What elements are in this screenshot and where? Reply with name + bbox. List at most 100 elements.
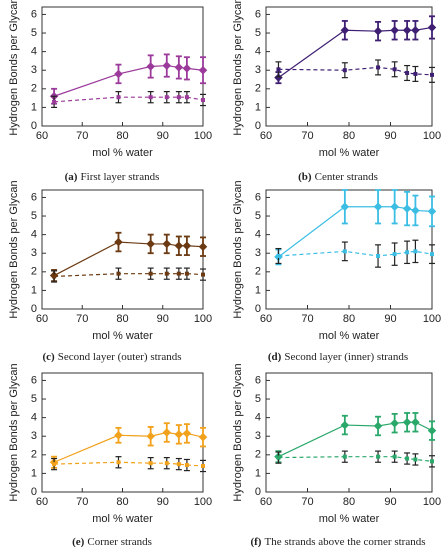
y-axis-label: Hydrogen Bonds per Glycan [8, 0, 20, 136]
series-line [53, 431, 204, 463]
x-tick-label: 100 [194, 313, 212, 325]
y-tick-label: 4 [31, 46, 37, 58]
subplot: 0 1 2 3 4 5 6 60 70 80 90 100 mol % water Hydrogen Bo… [8, 0, 212, 183]
y-tick-label: 0 [31, 486, 37, 498]
marker [390, 202, 399, 211]
y-axis-label: Hydrogen Bonds per Glycan [232, 0, 244, 136]
x-tick-label: 90 [384, 496, 396, 508]
marker [376, 254, 381, 259]
x-tick-label: 70 [301, 130, 313, 142]
marker [430, 459, 434, 464]
marker [164, 271, 169, 276]
y-tick-label: 1 [255, 284, 261, 296]
y-tick-label: 6 [31, 8, 37, 20]
marker [176, 462, 181, 467]
y-tick-label: 6 [255, 191, 261, 203]
marker [276, 455, 281, 460]
x-tick-label: 60 [36, 496, 48, 508]
y-tick-label: 4 [31, 229, 37, 241]
caption-text: Second layer (outer) strands [58, 351, 182, 363]
y-tick-label: 3 [31, 430, 37, 442]
y-tick-label: 2 [255, 266, 261, 278]
marker [276, 67, 281, 72]
y-tick-label: 4 [255, 412, 261, 424]
y-tick-label: 2 [255, 83, 261, 95]
subplot: 0 1 2 3 4 5 6 60 70 80 90 100 mol % water Hydrogen Bo… [232, 0, 441, 183]
x-tick-label: 70 [76, 313, 88, 325]
x-tick-label: 70 [76, 496, 88, 508]
x-axis-label: mol % water [92, 147, 153, 159]
x-tick-label: 80 [116, 496, 128, 508]
marker [373, 421, 383, 431]
x-tick-label: 100 [194, 130, 212, 142]
marker [52, 99, 57, 104]
y-tick-label: 6 [31, 374, 37, 386]
y-tick-label: 0 [255, 486, 261, 498]
marker [114, 237, 123, 247]
caption: (d) Second layer (inner) strands [268, 351, 408, 363]
marker [340, 25, 350, 35]
y-tick-label: 1 [255, 101, 261, 113]
x-tick-label: 70 [301, 496, 313, 508]
marker [390, 25, 399, 35]
y-tick-label: 0 [31, 303, 37, 315]
x-tick-label: 90 [384, 313, 396, 325]
caption-text: Second layer (inner) strands [284, 351, 408, 363]
caption: (b) Center strands [298, 171, 378, 183]
y-tick-label: 3 [255, 64, 261, 76]
caption-label: (b) [298, 171, 312, 183]
marker [342, 454, 347, 459]
marker [376, 454, 381, 459]
y-tick-label: 5 [255, 393, 261, 405]
y-tick-label: 4 [255, 46, 261, 58]
y-tick-label: 5 [255, 210, 261, 222]
subplot: 0 1 2 3 4 5 6 60 70 80 90 100 mol % water Hydrogen Bo… [8, 180, 212, 363]
marker [413, 249, 418, 254]
x-tick-label: 60 [36, 130, 48, 142]
marker [411, 206, 420, 215]
marker [174, 63, 184, 72]
x-tick-label: 70 [76, 130, 88, 142]
x-tick-label: 100 [423, 496, 441, 508]
marker [201, 97, 205, 102]
subplot: 0 1 2 3 4 5 6 60 70 80 90 100 mol % water Hydrogen Bo… [232, 363, 441, 547]
marker [342, 249, 347, 254]
marker [427, 23, 437, 32]
x-tick-label: 100 [194, 496, 212, 508]
x-tick-label: 90 [157, 130, 169, 142]
marker [201, 272, 205, 277]
marker [198, 242, 208, 251]
marker [392, 454, 397, 459]
marker [411, 25, 420, 35]
x-tick-label: 80 [343, 313, 355, 325]
caption-label: (c) [43, 351, 56, 363]
marker [402, 25, 412, 35]
marker [373, 26, 383, 36]
x-axis-label: mol % water [92, 513, 153, 525]
marker [182, 429, 192, 438]
caption: (e) Corner strands [72, 536, 152, 548]
x-tick-label: 60 [260, 130, 272, 142]
x-tick-label: 60 [36, 313, 48, 325]
marker [405, 71, 410, 76]
y-tick-label: 6 [255, 374, 261, 386]
marker [162, 61, 172, 70]
marker [184, 463, 189, 468]
marker [176, 271, 181, 276]
marker [176, 95, 181, 100]
marker [162, 428, 172, 437]
marker [198, 432, 208, 442]
x-axis-label: mol % water [319, 330, 380, 342]
y-tick-label: 0 [31, 120, 37, 132]
x-tick-label: 90 [157, 496, 169, 508]
marker [184, 271, 189, 276]
x-axis-label: mol % water [92, 330, 153, 342]
x-tick-label: 60 [260, 313, 272, 325]
caption-text: Center strands [315, 171, 378, 183]
marker [373, 202, 383, 211]
caption-label: (d) [268, 351, 282, 363]
x-tick-label: 80 [343, 130, 355, 142]
marker [402, 418, 412, 427]
x-tick-label: 80 [116, 130, 128, 142]
marker [148, 95, 153, 100]
